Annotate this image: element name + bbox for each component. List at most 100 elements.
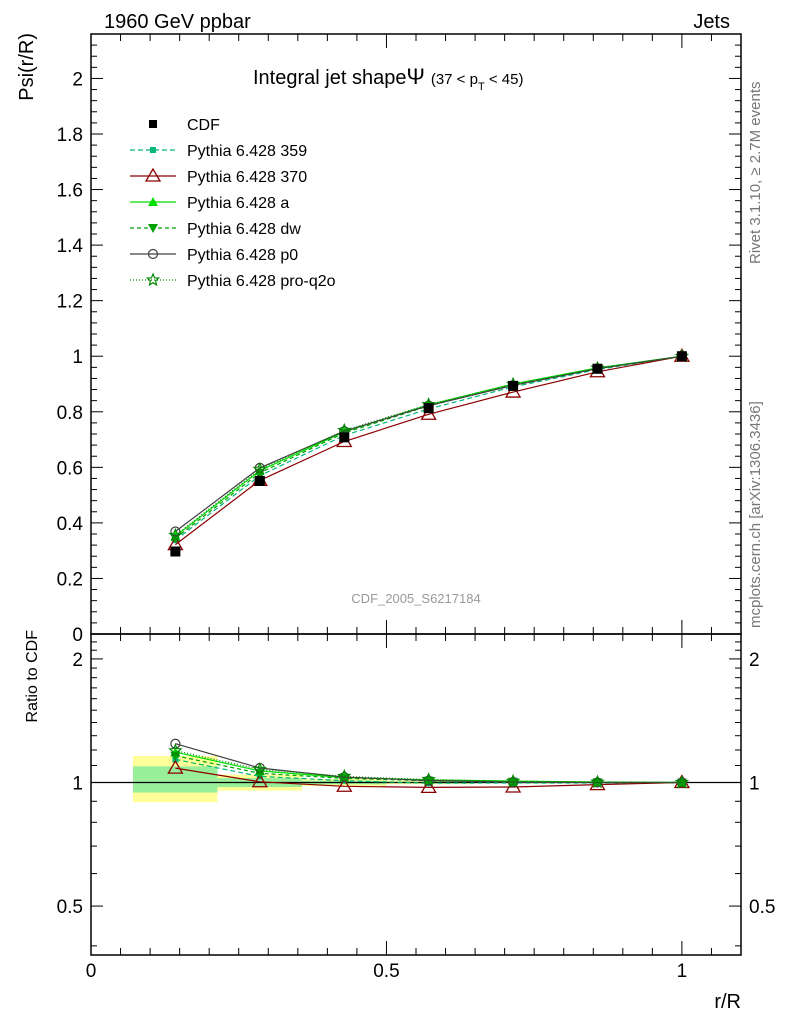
xtick-label: 0 [86, 961, 97, 982]
series-point-top [170, 526, 181, 537]
data-series [167, 347, 691, 794]
series-point-top [252, 461, 267, 476]
y-axis-label-top: Psi(r/R) [16, 33, 38, 101]
series-point-ratio [168, 743, 183, 757]
top-ytick-label: 0.8 [57, 403, 83, 424]
cdf-point [423, 403, 434, 414]
data-points-cdf [170, 351, 687, 557]
series-1 [167, 347, 691, 551]
series-3 [170, 352, 687, 544]
series-point-ratio [592, 777, 603, 788]
series-4 [170, 351, 688, 537]
tick-marks: 0 0.2 0.4 0.6 0.8 1 1.2 1.4 1.6 1.8 2 0.5 0.5 1 1 2 2 0 0.… [57, 34, 775, 982]
header-left-label: 1960 GeV ppbar [104, 11, 251, 33]
series-point-ratio [339, 771, 350, 783]
chart-title-main: Integral jet shape [253, 67, 406, 89]
top-ytick-label: 1 [72, 347, 83, 368]
cdf-point [170, 546, 181, 557]
legend-label: Pythia 6.428 a [187, 195, 289, 212]
mcplots-label: mcplots.cern.ch [arXiv:1306.3436] [747, 401, 764, 628]
chart-title-range-end: < 45) [485, 71, 524, 88]
chart-title-psi: Ψ [406, 64, 424, 89]
legend-marker [144, 167, 162, 182]
legend-marker [147, 248, 159, 260]
series-point-ratio [505, 773, 521, 788]
legend-entry-3: Pythia 6.428 a [130, 195, 289, 212]
cdf-point [339, 432, 350, 443]
legend-entry-6: Pythia 6.428 pro-q2o [130, 272, 336, 290]
xtick-label: 1 [677, 961, 688, 982]
legend-marker [149, 120, 157, 128]
cdf-point [676, 351, 687, 362]
series-point-ratio [167, 759, 184, 774]
legend-entry-0: CDF [149, 117, 220, 134]
series-point-ratio [674, 774, 690, 789]
top-ytick-label: 1.8 [57, 125, 83, 146]
cdf-point [508, 380, 519, 391]
legend-label: Pythia 6.428 dw [187, 221, 301, 238]
series-point-ratio [421, 772, 436, 786]
series-point-ratio [420, 779, 437, 794]
xtick-label: 0.5 [373, 961, 399, 982]
legend-entry-4: Pythia 6.428 dw [130, 221, 301, 238]
legend-label: Pythia 6.428 p0 [187, 247, 298, 264]
series-line-top [175, 355, 682, 532]
legend-label: Pythia 6.428 pro-q2o [187, 273, 336, 290]
series-5 [168, 348, 690, 542]
series-line-top [175, 355, 683, 546]
x-axis-label: r/R [714, 991, 741, 1013]
top-ytick-label: 0.2 [57, 569, 83, 590]
ratio-ytick-label: 1 [72, 773, 83, 794]
axes-frames: 0 0.2 0.4 0.6 0.8 1 1.2 1.4 1.6 1.8 2 0.5 0.5 1 1 2 2 0 0.… [57, 33, 775, 982]
cdf-point [254, 475, 265, 486]
chart-title: Integral jet shapeΨ (37 < pT < 45) [253, 64, 523, 93]
top-ytick-label: 1.6 [57, 181, 83, 202]
top-ytick-label: 1.2 [57, 292, 83, 313]
series-ratio-4 [170, 738, 688, 788]
analysis-watermark: CDF_2005_S6217184 [351, 591, 480, 606]
series-0 [172, 353, 685, 544]
svg-text:Integral jet shapeΨ(37 < pT <: Integral jet shapeΨ (37 < pT < 45) [253, 64, 523, 93]
series-ratio-5 [168, 743, 690, 789]
legend-label: Pythia 6.428 370 [187, 169, 307, 186]
ratio-ytick-label-right: 2 [749, 650, 760, 671]
legend-label: Pythia 6.428 359 [187, 143, 307, 160]
chart-title-range: (37 < p [431, 71, 478, 88]
series-point-ratio [507, 777, 519, 788]
ratio-ytick-label: 0.5 [57, 897, 83, 918]
cdf-point [592, 363, 603, 374]
series-point-top [504, 383, 522, 398]
series-point-ratio [423, 776, 434, 786]
series-line-ratio [175, 743, 682, 784]
top-ytick-label: 0.4 [57, 514, 84, 535]
ratio-ytick-label-right: 1 [749, 773, 760, 794]
legend: CDF Pythia 6.428 359 Pythia 6.428 370 Pythi… [130, 117, 336, 290]
series-point-ratio [170, 738, 181, 749]
legend-entry-1: Pythia 6.428 359 [130, 143, 307, 160]
series-point-ratio [251, 773, 268, 788]
series-2 [170, 351, 687, 541]
series-line-top [175, 355, 682, 541]
legend-label: CDF [187, 117, 220, 134]
legend-marker [150, 147, 156, 153]
series-line-top [175, 355, 682, 537]
series-line-top [175, 355, 682, 539]
legend-entry-2: Pythia 6.428 370 [130, 167, 307, 186]
series-point-top [168, 527, 183, 542]
legend-marker [145, 272, 161, 287]
ratio-band-inner [132, 766, 218, 793]
series-point-ratio [337, 768, 352, 783]
top-ytick-label: 2 [72, 69, 83, 90]
series-line-ratio [175, 750, 682, 784]
top-ytick-label: 1.4 [57, 236, 84, 257]
y-axis-label-bottom: Ratio to CDF [24, 630, 41, 723]
series-point-ratio [252, 761, 267, 776]
legend-marker [148, 224, 158, 233]
header-right-label: Jets [693, 11, 730, 33]
legend-entry-5: Pythia 6.428 p0 [130, 247, 298, 264]
top-ytick-label: 0 [72, 625, 83, 646]
ratio-ytick-label-right: 0.5 [749, 897, 775, 918]
series-line-top [175, 355, 682, 536]
series-point-ratio [423, 775, 434, 786]
